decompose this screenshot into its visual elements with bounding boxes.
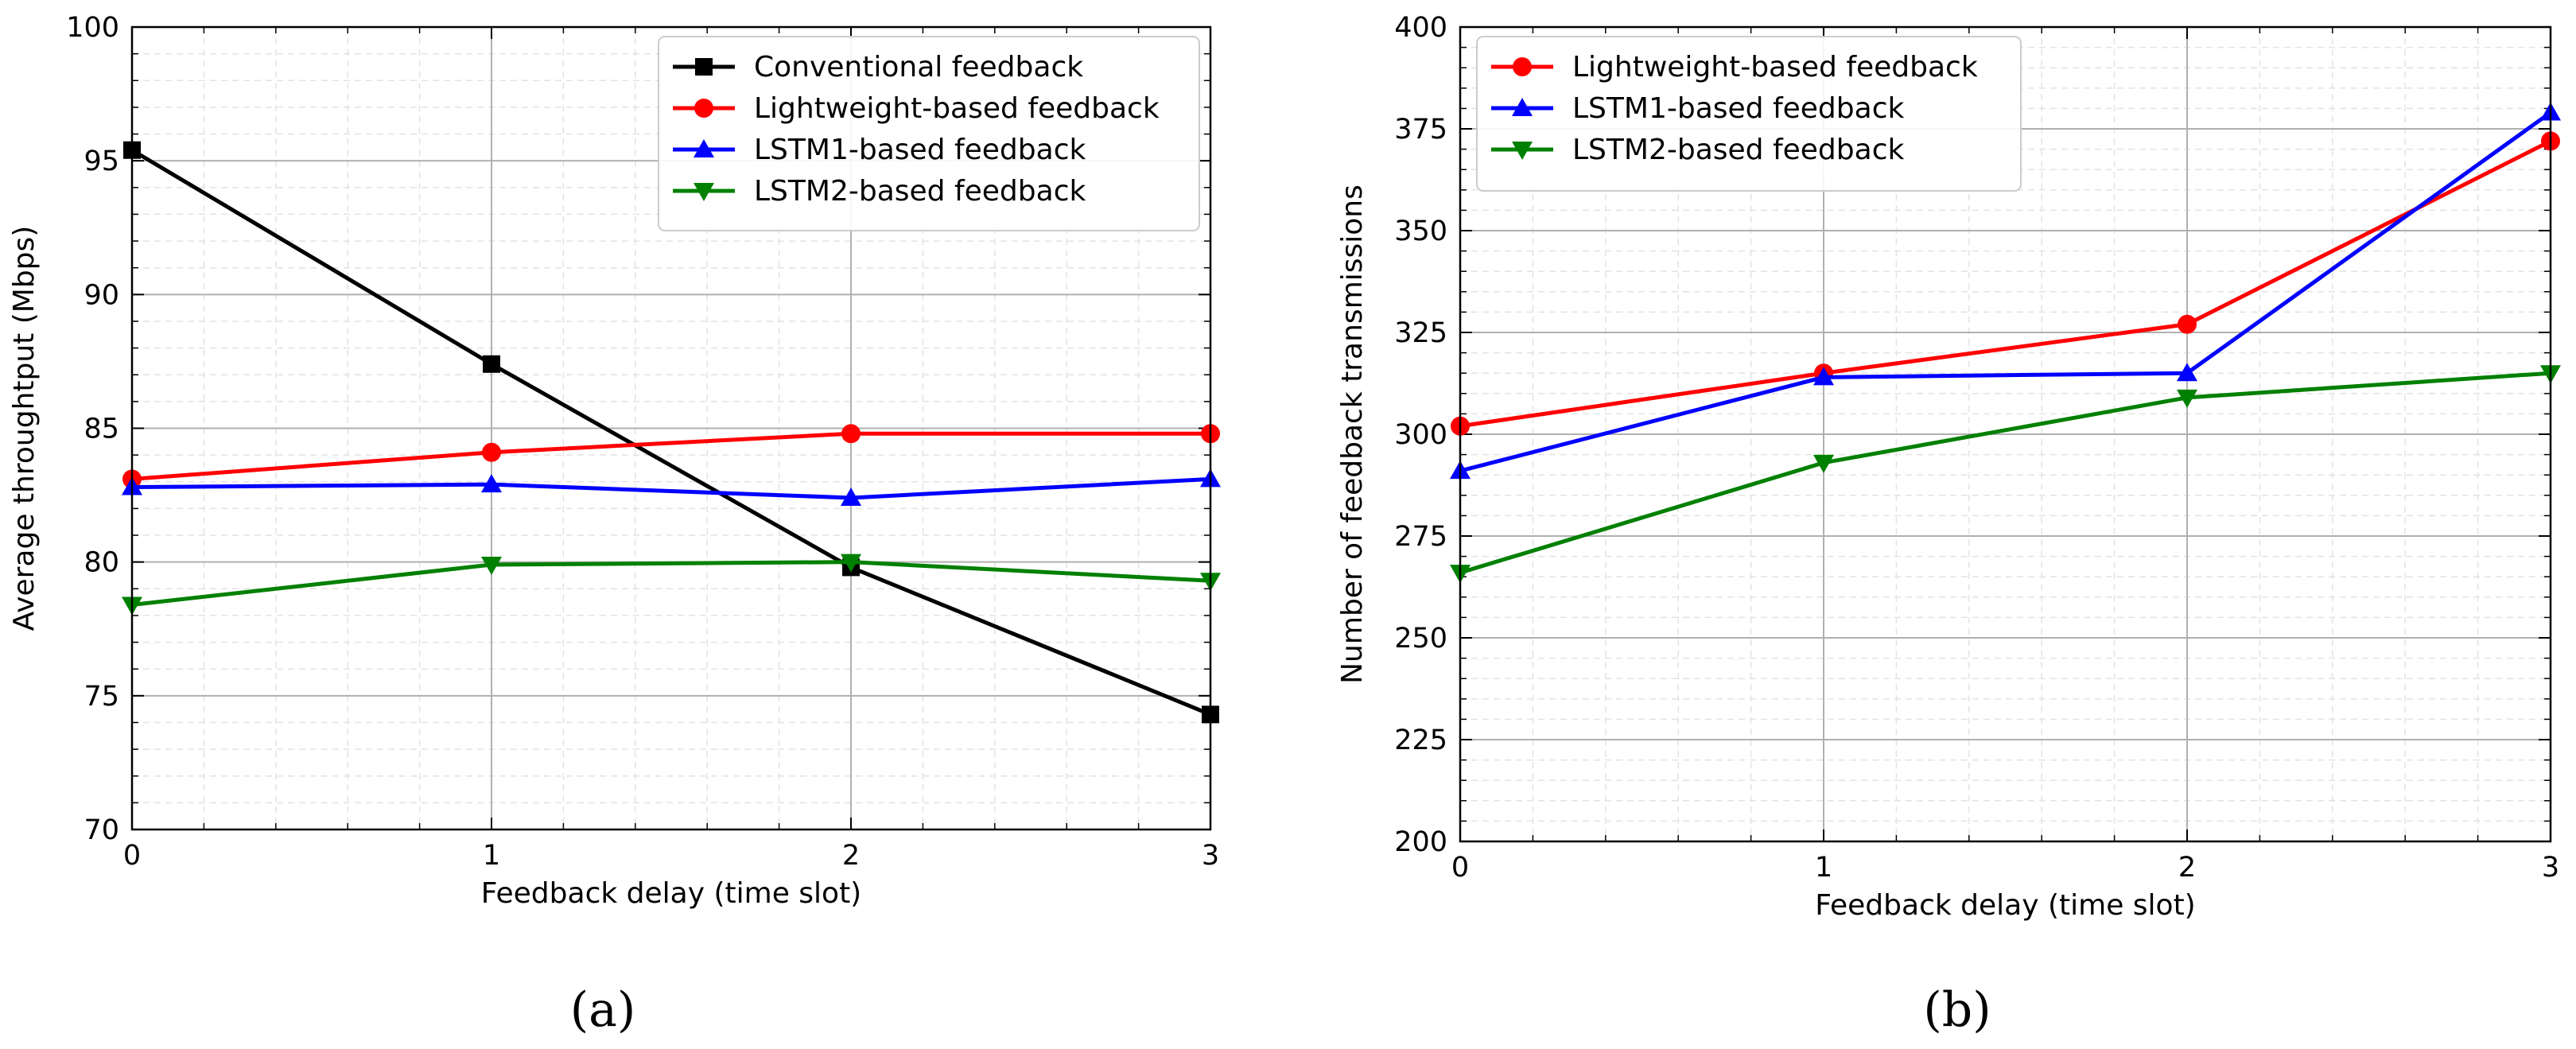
legend-item: LSTM1-based feedback [1491, 92, 1904, 125]
legend-item: LSTM1-based feedback [673, 134, 1086, 166]
data-point [841, 554, 861, 573]
legend-label: Conventional feedback [754, 51, 1083, 84]
legend-item: Conventional feedback [673, 51, 1083, 84]
x-axis-label: Feedback delay (time slot) [481, 877, 861, 910]
x-tick-label: 1 [483, 840, 500, 872]
y-tick-label: 400 [1394, 12, 1447, 44]
y-tick-label: 350 [1394, 216, 1447, 247]
ticks [131, 26, 1211, 830]
legend-box [658, 36, 1200, 231]
legend-marker [694, 183, 714, 201]
legend-label: LSTM2-based feedback [1572, 134, 1904, 166]
y-tick-label: 75 [84, 681, 119, 713]
series-line [131, 431, 1210, 481]
y-tick-label: 300 [1394, 419, 1447, 451]
chart-b: 0 1 2 3 200 225 250 275 300 325 350 375 400 Lightweig… [1336, 12, 2561, 1038]
data-point [841, 487, 861, 506]
subfigure-caption: (a) [570, 982, 636, 1038]
data-point [481, 557, 502, 576]
y-tick-label: 85 [84, 414, 119, 445]
legend-marker [695, 58, 713, 76]
legend-label: LSTM1-based feedback [754, 134, 1086, 166]
series-line [1459, 139, 2552, 429]
y-axis-label: Number of feedback transmissions [1336, 185, 1369, 684]
chart-a: 0 1 2 3 70 75 80 85 90 95 100 Conventional feedback… [8, 12, 1221, 1038]
plot-frame [1459, 25, 2552, 843]
x-tick-label: 2 [842, 840, 860, 872]
series-line [130, 148, 1211, 717]
legend-item: LSTM2-based feedback [673, 175, 1086, 208]
y-tick-label: 375 [1394, 114, 1447, 146]
series-group [122, 141, 1221, 724]
legend-marker [1512, 142, 1533, 160]
data-point [482, 442, 501, 462]
y-tick-label: 100 [66, 12, 119, 44]
subfigure-caption: (b) [1923, 982, 1991, 1038]
data-point [483, 355, 500, 373]
legend-marker [694, 99, 713, 118]
data-point [2178, 314, 2197, 334]
data-point [1813, 367, 1834, 386]
legend-label: Lightweight-based feedback [1572, 51, 1978, 84]
x-tick-label: 3 [1202, 840, 1219, 872]
series-line [131, 560, 1211, 607]
series-line [1459, 371, 2551, 575]
data-point [481, 474, 502, 493]
series-1 [1451, 131, 2560, 436]
legend-item: LSTM2-based feedback [1491, 134, 1904, 166]
y-tick-label: 325 [1394, 317, 1447, 349]
x-tick-label: 0 [123, 840, 141, 872]
legend-marker [1512, 98, 1533, 116]
x-tick-label: 3 [2542, 852, 2559, 884]
legend-item: Lightweight-based feedback [1491, 51, 1978, 84]
legend-label: LSTM2-based feedback [754, 175, 1086, 208]
y-tick-label: 90 [84, 279, 119, 311]
legend-marker [694, 139, 714, 157]
y-tick-label: 95 [84, 146, 119, 177]
y-tick-label: 70 [84, 814, 119, 846]
data-point [2177, 389, 2197, 408]
y-tick-label: 80 [84, 547, 119, 579]
series-line [1459, 111, 2552, 473]
legend-item: Lightweight-based feedback [673, 92, 1160, 125]
y-tick-label: 200 [1394, 826, 1447, 858]
y-axis-label: Average throughtput (Mbps) [8, 226, 41, 631]
series-line [131, 476, 1211, 500]
legend-marker [1513, 57, 1532, 76]
series-group [1450, 102, 2561, 584]
legend-label: LSTM1-based feedback [1572, 92, 1904, 125]
x-axis-label: Feedback delay (time slot) [1815, 889, 2195, 922]
y-tick-label: 225 [1394, 725, 1447, 756]
plot-frame [130, 25, 1212, 831]
x-tick-label: 2 [2178, 852, 2196, 884]
data-point [841, 424, 861, 444]
legend-box [1476, 36, 2022, 192]
y-tick-label: 275 [1394, 521, 1447, 553]
data-point [2177, 363, 2197, 382]
legend-label: Lightweight-based feedback [754, 92, 1160, 125]
legend: Lightweight-based feedback LSTM1-based fe… [1476, 36, 2022, 192]
x-tick-label: 1 [1815, 852, 1832, 884]
data-point [1813, 454, 1834, 473]
y-tick-label: 250 [1394, 623, 1447, 655]
x-tick-label: 0 [1451, 852, 1469, 884]
legend: Conventional feedback Lightweight-based f… [658, 36, 1200, 231]
